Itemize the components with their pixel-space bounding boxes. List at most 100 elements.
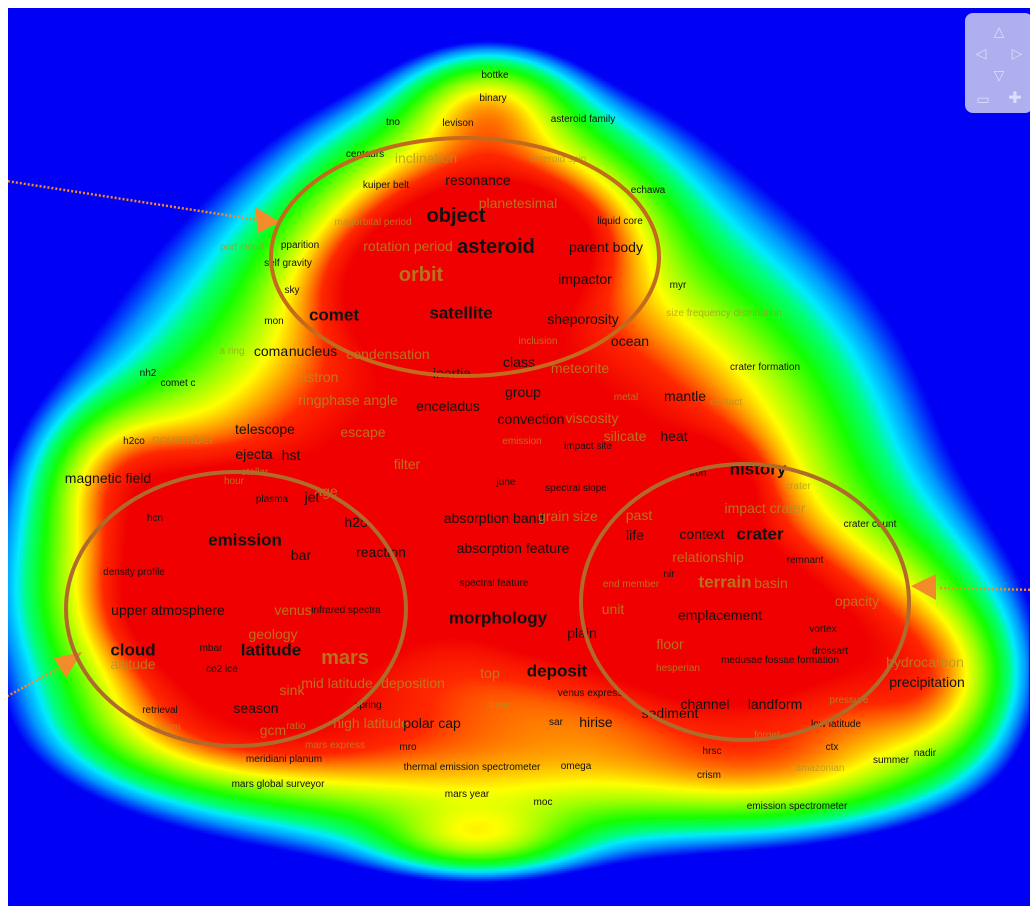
term-label[interactable]: deposit (526, 661, 588, 681)
term-label[interactable]: high latitude (333, 715, 409, 731)
term-label[interactable]: enceladus (416, 398, 480, 414)
term-label[interactable]: filter (393, 456, 421, 472)
term-label[interactable]: emission (208, 530, 282, 550)
term-label[interactable]: landform (747, 696, 803, 712)
term-label[interactable]: spring (354, 700, 382, 711)
map-navigation-panel[interactable]: △ ◁ ▷ ▽ ▭ ✚ (965, 13, 1030, 113)
term-label[interactable]: pressure (829, 695, 869, 706)
term-label[interactable]: a ring (219, 346, 245, 357)
term-label[interactable]: ctx (825, 742, 839, 753)
term-label[interactable]: planetesimal (478, 195, 558, 211)
arrow-left-icon[interactable]: ◁ (975, 45, 987, 61)
term-label[interactable]: hst (281, 447, 301, 463)
term-label[interactable]: low latitude (810, 719, 862, 730)
term-label[interactable]: hesperian (656, 663, 700, 674)
term-label[interactable]: life (626, 527, 644, 543)
term-label[interactable]: emission spectrometer (746, 801, 848, 812)
term-label[interactable]: ejecta (235, 446, 273, 462)
arrow-down-icon[interactable]: ▽ (993, 67, 1005, 83)
term-label[interactable]: pparition (280, 240, 320, 251)
term-label[interactable]: deposition (381, 675, 445, 691)
term-label[interactable]: kuiper belt (362, 180, 410, 191)
term-label[interactable]: sar (549, 717, 563, 728)
term-label[interactable]: binary (479, 93, 507, 104)
term-label[interactable]: sheporosity (547, 311, 619, 327)
term-label[interactable]: tno (386, 117, 400, 128)
term-label[interactable]: asteroid spin (529, 154, 587, 165)
term-label[interactable]: inclination (394, 150, 458, 166)
term-label[interactable]: silicate (603, 428, 647, 444)
term-label[interactable]: unit (601, 601, 625, 617)
term-label[interactable]: hour (223, 476, 245, 487)
arrow-up-icon[interactable]: △ (993, 23, 1005, 39)
term-label[interactable]: magorbital period (334, 217, 412, 228)
term-label[interactable]: rotation period (363, 238, 453, 254)
term-label[interactable]: nadir (913, 748, 937, 759)
zoom-out-icon[interactable]: ▭ (976, 91, 990, 107)
term-label[interactable]: convection (497, 411, 565, 427)
term-label[interactable]: morphology (448, 608, 548, 628)
term-label[interactable]: spectral slope (545, 483, 607, 494)
term-label[interactable]: myr (669, 280, 687, 291)
term-label[interactable]: remnant (786, 555, 824, 566)
term-label[interactable]: mon (264, 316, 284, 327)
term-label[interactable]: geology (248, 626, 298, 642)
term-label[interactable]: end member (602, 579, 660, 590)
term-label[interactable]: metal (613, 392, 639, 403)
term-label[interactable]: absorption feature (456, 540, 570, 556)
term-label[interactable]: basin (754, 575, 788, 591)
term-label[interactable]: storm (155, 722, 181, 733)
term-label[interactable]: coma (253, 343, 289, 359)
term-label[interactable]: moc (533, 797, 553, 808)
term-label[interactable]: hydrocarbon (886, 654, 964, 670)
term-label[interactable]: impactor (558, 271, 612, 287)
term-label[interactable]: grain size (538, 508, 598, 524)
term-label[interactable]: crater (785, 481, 811, 492)
term-label[interactable]: gcm (259, 722, 287, 738)
term-label[interactable]: polar cap (403, 715, 461, 731)
term-label[interactable]: asteroid (457, 236, 535, 258)
term-label[interactable]: mars (321, 647, 369, 669)
term-label[interactable]: hirise (579, 714, 613, 730)
term-label[interactable]: asteroid family (550, 114, 616, 125)
term-label[interactable]: hcn (146, 513, 164, 524)
term-label[interactable]: ratio (286, 721, 306, 732)
term-label[interactable]: latitude (240, 640, 302, 660)
term-label[interactable]: port cloud (220, 242, 264, 253)
term-label[interactable]: telescope (235, 421, 295, 437)
term-label[interactable]: past (625, 507, 653, 523)
term-label[interactable]: dune (486, 700, 510, 711)
term-label[interactable]: group (505, 384, 541, 400)
density-map[interactable]: bottke binary tno levison asteroid family cen… (8, 8, 1030, 906)
term-label[interactable]: echawa (630, 185, 666, 196)
term-label[interactable]: impact crater (724, 500, 806, 516)
term-label[interactable]: retrieval (142, 705, 178, 716)
term-label[interactable]: resonance (445, 172, 511, 188)
term-label[interactable]: iron (689, 468, 707, 479)
term-label[interactable]: bar (290, 547, 312, 563)
term-label[interactable]: november (151, 431, 215, 447)
term-label[interactable]: plasma (255, 494, 289, 505)
term-label[interactable]: impact site (564, 441, 612, 452)
term-label[interactable]: levison (442, 118, 474, 129)
term-label[interactable]: emission (502, 436, 542, 447)
term-label[interactable]: terrain (698, 572, 752, 592)
term-label[interactable]: emplacement (677, 607, 763, 623)
term-label[interactable]: self gravity (264, 258, 312, 269)
term-label[interactable]: hrsc (702, 746, 722, 757)
term-label[interactable]: ocean (610, 333, 650, 349)
term-label[interactable]: mid latitude (301, 675, 373, 691)
term-label[interactable]: bottke (481, 70, 509, 81)
term-label[interactable]: context (679, 526, 725, 542)
term-label[interactable]: spectral feature (459, 578, 529, 589)
term-label[interactable]: sink (279, 682, 305, 698)
term-label[interactable]: nh2 (139, 368, 157, 379)
term-label[interactable]: absorption band (443, 510, 545, 526)
term-label[interactable]: june (496, 477, 516, 488)
term-label[interactable]: precipitation (889, 674, 965, 690)
term-label[interactable]: mars global surveyor (231, 779, 325, 790)
term-label[interactable]: mars express (304, 740, 366, 751)
term-label[interactable]: vortex (809, 624, 837, 635)
term-label[interactable]: nir (663, 569, 675, 580)
term-label[interactable]: mro (399, 742, 417, 753)
